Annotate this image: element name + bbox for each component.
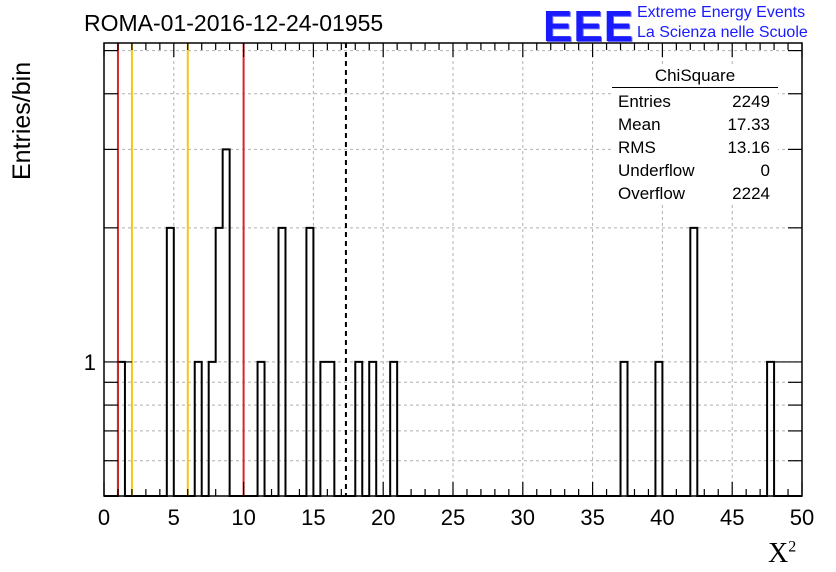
stats-box: ChiSquare Entries 2249 Mean 17.33 RMS 13.16 Un… [612,66,778,205]
logo-line-2: La Scienza nelle Scuole [637,24,808,41]
stats-value: 0 [760,161,770,180]
x-axis-label: X2 [768,538,796,570]
x-tick-label: 5 [168,505,180,530]
y-tick-label: 1 [84,350,96,375]
stats-rows: Entries 2249 Mean 17.33 RMS 13.16 Underflow 0 Ov… [612,90,778,205]
stats-label: Mean [618,115,661,134]
stats-row-entries: Entries 2249 [612,90,778,113]
stats-row-mean: Mean 17.33 [612,113,778,136]
stats-row-overflow: Overflow 2224 [612,182,778,205]
x-tick-label: 45 [720,505,744,530]
stats-row-underflow: Underflow 0 [612,159,778,182]
x-tick-label: 15 [301,505,325,530]
x-axis-label-sup: 2 [788,538,797,556]
x-tick-label: 10 [231,505,255,530]
x-tick-label: 40 [650,505,674,530]
stats-value: 13.16 [727,138,770,157]
stats-title: ChiSquare [612,66,778,88]
logo-line-1: Extreme Energy Events [637,4,806,21]
x-tick-label: 25 [441,505,465,530]
x-tick-label: 35 [580,505,604,530]
stats-row-rms: RMS 13.16 [612,136,778,159]
x-tick-label: 0 [98,505,110,530]
x-tick-label: 20 [371,505,395,530]
y-axis-label: Entries/bin [8,61,36,180]
stats-label: RMS [618,138,656,157]
stats-label: Entries [618,92,671,111]
stats-value: 17.33 [727,115,770,134]
stats-value: 2224 [732,184,770,203]
chart-title: ROMA-01-2016-12-24-01955 [84,10,384,36]
stats-label: Overflow [618,184,686,203]
x-axis-label-text: X [768,538,789,569]
x-tick-label: 30 [511,505,535,530]
stats-value: 2249 [732,92,770,111]
stats-label: Underflow [618,161,695,180]
x-tick-label: 50 [790,505,814,530]
